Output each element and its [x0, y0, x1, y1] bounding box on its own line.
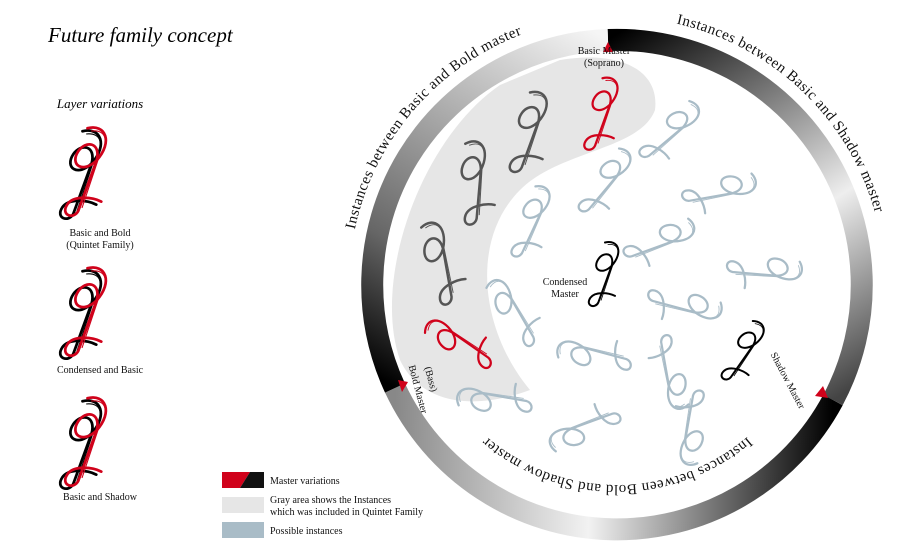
layer-glyph [58, 126, 108, 491]
master-label: Shadow Master [768, 351, 807, 412]
master-label: Basic Master [578, 46, 631, 57]
ring-label: Instances between Bold and Shadow master [479, 434, 755, 497]
master-marker [398, 42, 828, 398]
legend-swatch [222, 497, 264, 513]
layers-heading: Layer variations [56, 96, 143, 111]
legend-label: Master variations [270, 476, 340, 487]
master-label: (Soprano) [584, 58, 624, 69]
layer-label: Basic and Shadow [63, 492, 138, 503]
legend-swatch [222, 472, 250, 488]
legend-swatch [240, 472, 264, 488]
legend-label: Possible instances [270, 526, 343, 537]
master-label: Master [551, 289, 579, 300]
layer-label: Basic and Bold [69, 228, 130, 239]
legend-label: which was included in Quintet Family [270, 507, 423, 518]
ring [361, 28, 873, 541]
title: Future family concept [47, 23, 234, 47]
layer-label: (Quintet Family) [66, 240, 134, 251]
legend-swatch [222, 522, 264, 538]
legend: Master variations Gray area shows the In… [222, 472, 423, 538]
ring-label-path: Instances between Bold and Shadow master [479, 434, 755, 497]
master-label: Condensed [543, 277, 587, 288]
layer-label: Condensed and Basic [57, 365, 144, 376]
legend-label: Gray area shows the Instances [270, 495, 391, 506]
quintet-area [391, 57, 656, 402]
